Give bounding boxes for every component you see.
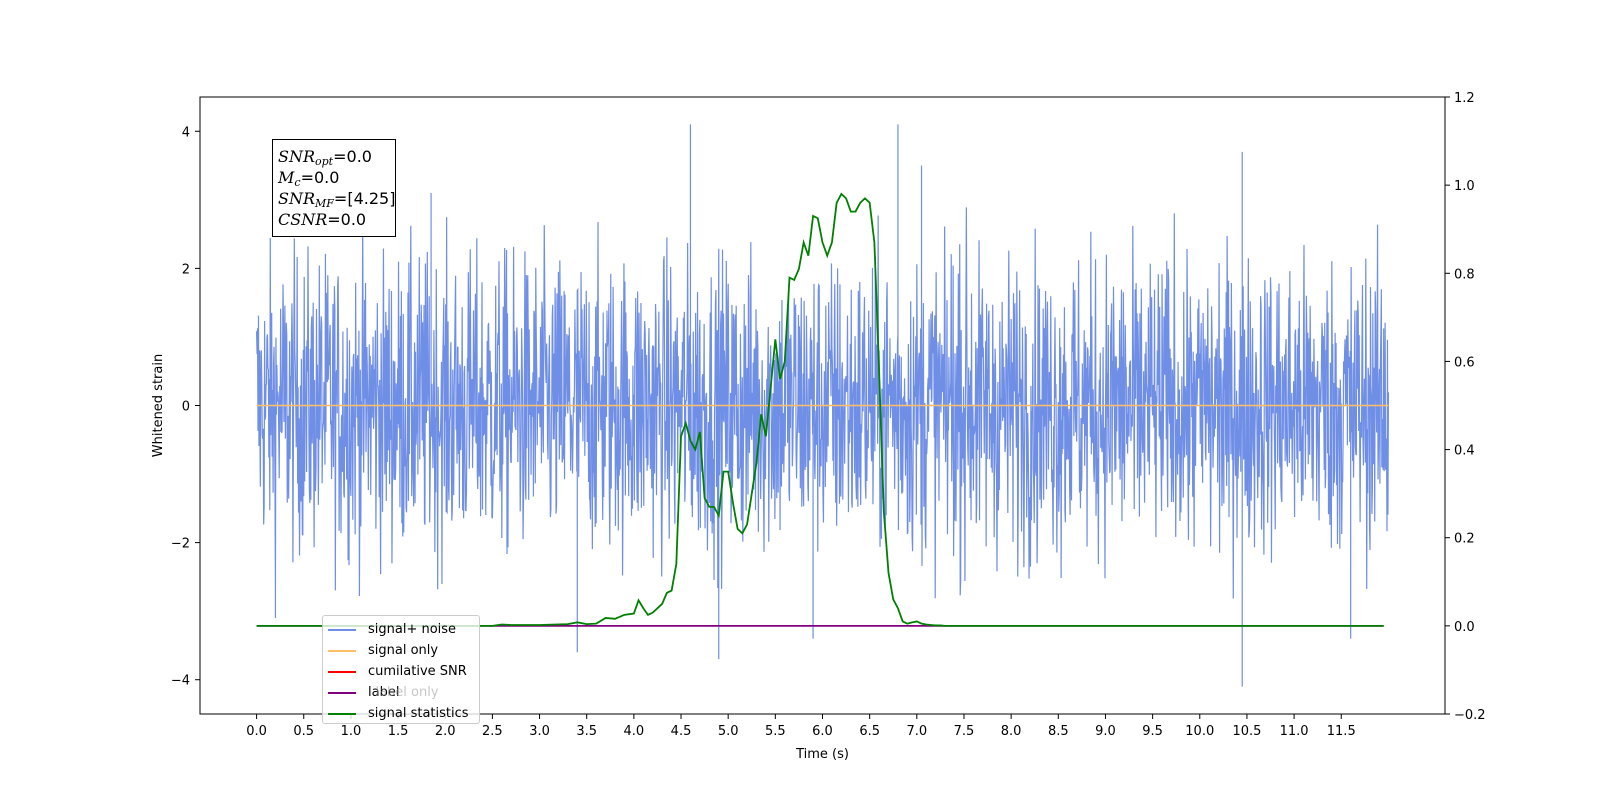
x-tick-label: 0.5 (293, 724, 314, 739)
x-tick-label: 4.5 (671, 724, 692, 739)
x-tick-label: 7.5 (954, 724, 975, 739)
x-tick-label: 8.5 (1048, 724, 1069, 739)
legend-swatch (328, 649, 356, 652)
legend-entry-signal-statistics: signal statistics (328, 703, 479, 724)
x-tick-label: 11.0 (1280, 724, 1309, 739)
y-left-tick-label: −4 (171, 674, 190, 689)
x-tick-label: 3.0 (529, 724, 550, 739)
legend-swatch (328, 670, 356, 673)
x-tick-label: 10.0 (1185, 724, 1214, 739)
x-tick-label: 7.0 (906, 724, 927, 739)
y-right-tick-label: 0.4 (1454, 444, 1475, 459)
legend: signal+ noise signal only cumilative SNR… (322, 615, 480, 724)
x-axis: 0.0 0.5 1.0 1.5 2.0 2.5 3.0 3.5 4.0 4.5 5.0 5.5 6.0 6… (246, 714, 1356, 739)
legend-entry-signal-only: signal only (328, 640, 479, 661)
legend-label: label (368, 685, 400, 700)
x-tick-label: 1.0 (341, 724, 362, 739)
stat-csnr: CSNR=0.0 (278, 210, 367, 229)
signal-plus-noise-line (255, 124, 1390, 687)
x-tick-label: 11.5 (1327, 724, 1356, 739)
legend-entry-label: label label only (328, 682, 479, 703)
y-axis-left: −4 −2 0 2 4 (171, 125, 200, 689)
y-left-tick-label: 2 (182, 262, 190, 277)
stat-mc: Mc=0.0 (278, 168, 340, 189)
legend-entry-signal-plus-noise: signal+ noise (328, 619, 479, 640)
legend-label: signal+ noise (368, 622, 457, 637)
y-right-tick-label: −0.2 (1454, 708, 1486, 723)
x-tick-label: 1.5 (388, 724, 409, 739)
x-tick-label: 9.0 (1095, 724, 1116, 739)
legend-swatch (328, 628, 356, 631)
legend-hidden-label: label only (375, 685, 439, 700)
stat-snr-opt: SNRopt=0.0 (278, 147, 372, 168)
legend-swatch (328, 691, 356, 694)
x-tick-label: 9.5 (1142, 724, 1163, 739)
x-tick-label: 6.0 (812, 724, 833, 739)
y-left-tick-label: 0 (182, 400, 190, 415)
x-tick-label: 2.0 (435, 724, 456, 739)
series-signal-plus-noise (255, 124, 1390, 687)
legend-swatch (328, 712, 356, 715)
x-tick-label: 3.5 (576, 724, 597, 739)
legend-label: signal only (368, 643, 439, 658)
stats-annotation-box: SNRopt=0.0 Mc=0.0 SNRMF=[4.25] CSNR=0.0 (272, 139, 396, 237)
x-tick-label: 5.5 (765, 724, 786, 739)
y-axis-label-left: Whitened strain (151, 354, 166, 457)
legend-label: cumilative SNR (368, 664, 467, 679)
x-tick-label: 0.0 (246, 724, 267, 739)
y-right-tick-label: 0.8 (1454, 267, 1475, 282)
y-left-tick-label: −2 (171, 537, 190, 552)
y-right-tick-label: 0.0 (1454, 620, 1475, 635)
y-left-tick-label: 4 (182, 125, 190, 140)
legend-label: signal statistics (368, 706, 469, 721)
y-right-tick-label: 0.2 (1454, 532, 1475, 547)
y-right-tick-label: 0.6 (1454, 355, 1475, 370)
stat-snr-mf: SNRMF=[4.25] (278, 189, 396, 210)
y-axis-right: −0.2 0.0 0.2 0.4 0.6 0.8 1.0 1.2 (1445, 91, 1486, 723)
x-tick-label: 6.5 (859, 724, 880, 739)
x-tick-label: 5.0 (718, 724, 739, 739)
legend-entry-cumilative-snr: cumilative SNR (328, 661, 479, 682)
y-right-tick-label: 1.0 (1454, 179, 1475, 194)
series-line-signal-statistics (256, 192, 1384, 627)
y-right-tick-label: 1.2 (1454, 91, 1475, 106)
x-tick-label: 2.5 (482, 724, 503, 739)
x-axis-label: Time (s) (795, 747, 849, 762)
x-tick-label: 8.0 (1001, 724, 1022, 739)
x-tick-label: 4.0 (624, 724, 645, 739)
x-tick-label: 10.5 (1232, 724, 1261, 739)
